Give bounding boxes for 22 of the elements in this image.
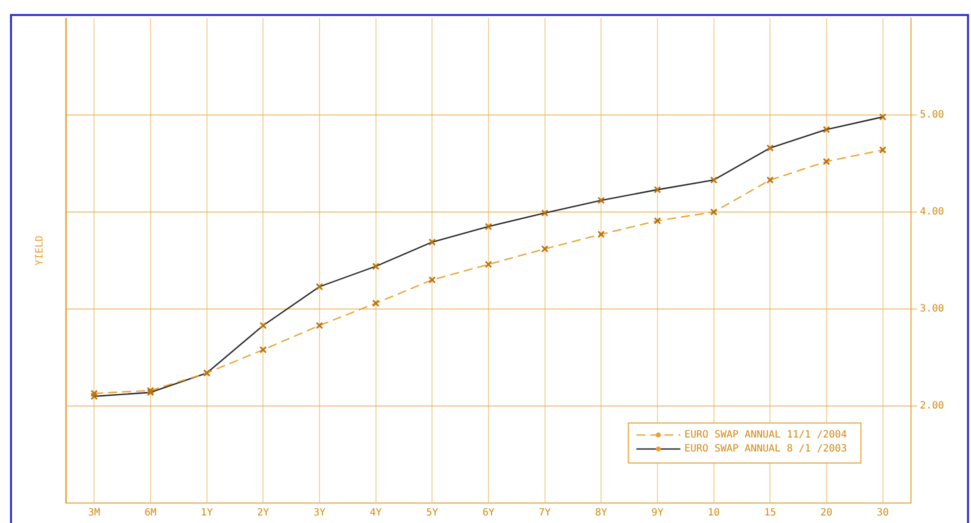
y-tick-label: 4.00 [920,206,944,218]
x-tick-label: 4Y [370,508,382,519]
x-tick-label: 9Y [651,508,664,519]
x-tick-label: 1Y [200,508,213,519]
x-tick-label: 30 [876,508,889,519]
x-tick-label: 10 [708,508,720,519]
x-tick-label: 2Y [257,508,270,519]
x-tick-label: 3Y [313,508,326,519]
x-tick-label: 7Y [538,508,551,519]
x-tick-label: 15 [764,508,776,519]
y-axis-title: YIELD [34,235,46,266]
x-tick-label: 6M [144,508,157,519]
x-tick-label: 20 [820,508,832,519]
y-tick-label: 5.00 [920,110,944,121]
legend-label: EURO SWAP ANNUAL 11/1 /2004 [684,430,847,441]
x-tick-label: 8Y [595,508,608,519]
legend-label: EURO SWAP ANNUAL 8 /1 /2003 [684,444,847,455]
y-tick-label: 3.00 [920,304,944,315]
x-tick-label: 3M [88,508,100,519]
x-tick-label: 5Y [426,508,438,519]
x-tick-label: 6Y [482,508,494,519]
y-tick-label: 2.00 [920,400,944,412]
